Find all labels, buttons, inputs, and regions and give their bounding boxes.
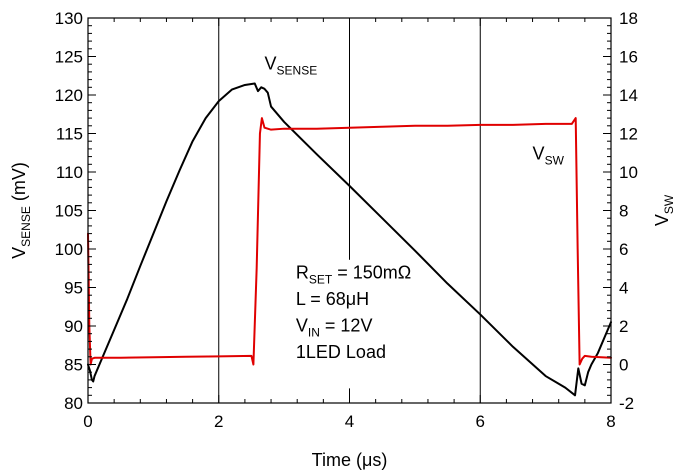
y-left-tick-label: 130 [55, 9, 83, 28]
info-line-3: 1LED Load [296, 342, 386, 362]
y-left-tick-label: 90 [64, 317, 83, 336]
y-right-tick-label: 0 [619, 356, 628, 375]
y-left-tick-label: 100 [55, 240, 83, 259]
y-left-tick-label: 85 [64, 356, 83, 375]
y-left-tick-label: 95 [64, 279, 83, 298]
x-axis-title: Time (μs) [312, 450, 388, 470]
x-tick-label: 4 [345, 412, 354, 431]
y-right-tick-label: 14 [619, 86, 638, 105]
y-right-tick-label: -2 [619, 394, 634, 413]
y-right-tick-label: 18 [619, 9, 638, 28]
y-left-tick-label: 105 [55, 202, 83, 221]
y-right-tick-label: 10 [619, 163, 638, 182]
y-left-tick-label: 115 [56, 125, 83, 144]
info-line-1: L = 68μH [296, 289, 369, 309]
y-right-tick-label: 6 [619, 240, 628, 259]
y-left-tick-label: 80 [64, 394, 83, 413]
x-tick-label: 8 [606, 412, 615, 431]
x-tick-label: 0 [83, 412, 92, 431]
y-right-tick-label: 2 [619, 317, 628, 336]
y-left-tick-label: 110 [56, 163, 83, 182]
y-right-tick-label: 12 [619, 125, 638, 144]
y-right-tick-label: 8 [619, 202, 628, 221]
x-tick-label: 6 [476, 412, 485, 431]
x-tick-label: 2 [214, 412, 223, 431]
y-right-tick-label: 16 [619, 48, 638, 67]
y-left-tick-label: 120 [55, 86, 83, 105]
y-right-tick-label: 4 [619, 279, 628, 298]
y-left-tick-label: 125 [55, 48, 83, 67]
